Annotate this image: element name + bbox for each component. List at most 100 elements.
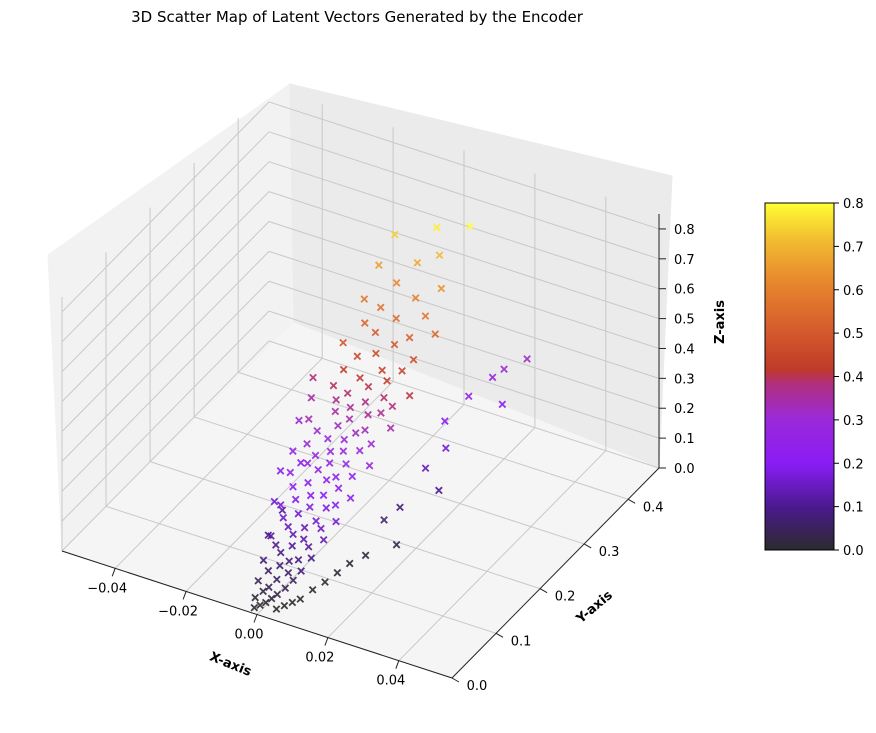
x-tick-label: 0.00 [235, 628, 264, 643]
data-point [322, 476, 331, 484]
data-point [421, 464, 430, 473]
data-points [250, 222, 531, 613]
y-tick-label: 0.4 [643, 500, 664, 515]
data-point [411, 294, 420, 302]
data-point [334, 421, 342, 430]
data-point [295, 416, 303, 425]
data-point [332, 517, 340, 526]
data-point [317, 524, 325, 533]
data-point [314, 465, 323, 474]
data-point [375, 261, 383, 269]
data-point [409, 355, 418, 364]
data-point [272, 541, 280, 549]
data-point [276, 548, 285, 557]
x-tick-label: 0.04 [376, 674, 405, 689]
data-point [250, 603, 259, 612]
data-point [296, 595, 305, 603]
data-point [285, 557, 294, 566]
data-point [390, 340, 399, 349]
colorbar-tick-label: 0.1 [843, 501, 864, 516]
data-point [304, 542, 313, 551]
data-point [324, 434, 332, 443]
data-point [289, 447, 297, 455]
data-point [342, 460, 350, 468]
data-point [392, 279, 401, 287]
x-tick-label: −0.04 [87, 581, 127, 596]
x-tick [111, 568, 116, 577]
data-point [390, 230, 399, 239]
data-point [279, 513, 288, 522]
data-point [280, 601, 289, 610]
data-point [307, 393, 316, 402]
data-point [272, 575, 281, 584]
data-point [442, 444, 450, 452]
grid-line [61, 340, 270, 552]
data-point [441, 417, 449, 425]
data-point [254, 576, 263, 585]
data-point [308, 585, 317, 594]
data-point [307, 554, 316, 562]
grid-line [61, 221, 270, 432]
tick-labels: −0.04 −0.02 0.00 0.02 0.04 0.0 0.1 0.2 0.3 0.4 0.0… [87, 223, 694, 694]
y-tick-label: 0.1 [511, 634, 532, 649]
data-point [435, 251, 444, 260]
data-point [284, 522, 293, 531]
data-point [396, 503, 404, 512]
data-point [322, 504, 331, 512]
data-point [306, 503, 314, 511]
data-point [345, 559, 354, 568]
z-tick-label: 0.4 [674, 342, 695, 357]
data-point [361, 398, 370, 406]
data-point [289, 482, 297, 491]
data-point [432, 223, 441, 232]
data-point [498, 400, 507, 409]
grid-line [61, 251, 270, 462]
colorbar-tick-label: 0.2 [843, 457, 864, 472]
data-point [325, 459, 334, 467]
data-point [259, 556, 268, 565]
data-point [289, 530, 297, 539]
data-point [289, 576, 298, 585]
data-point [380, 516, 388, 524]
data-point [326, 447, 335, 456]
data-point [364, 382, 373, 391]
data-point [321, 578, 329, 586]
x-tick-label: −0.02 [158, 604, 198, 619]
data-point [355, 446, 364, 455]
data-point [361, 551, 370, 560]
z-axis-label: Z-axis [713, 300, 728, 344]
data-point [340, 435, 349, 444]
grid-line [61, 310, 270, 522]
colorbar-tick-label: 0.6 [843, 284, 864, 299]
z-tick-label: 0.3 [674, 372, 695, 387]
data-point [488, 373, 497, 382]
z-tick-label: 0.2 [674, 402, 695, 417]
data-point [331, 501, 340, 509]
grid-line [61, 131, 270, 343]
data-point [346, 403, 355, 412]
chart-title: 3D Scatter Map of Latent Vectors Generat… [131, 8, 584, 26]
data-point [291, 495, 300, 504]
data-point [500, 365, 508, 374]
data-point [265, 583, 273, 592]
data-point [311, 451, 320, 460]
data-point [299, 535, 308, 544]
grid-line [268, 250, 660, 379]
data-point [386, 424, 395, 432]
data-point [278, 506, 287, 515]
x-axis-label: X-axis [207, 650, 253, 680]
grid-line [268, 131, 660, 260]
data-point [392, 314, 401, 323]
grid-line [398, 450, 607, 662]
data-point [284, 568, 293, 577]
colorbar-tick-label: 0.8 [843, 197, 864, 212]
grid-line [268, 101, 660, 230]
colorbar-tick-label: 0.5 [843, 327, 864, 342]
data-point [304, 478, 312, 487]
data-point [376, 303, 385, 312]
data-point [294, 555, 303, 564]
grid-line [185, 381, 394, 592]
z-tick-label: 0.1 [674, 432, 695, 447]
colorbar [764, 202, 835, 551]
y-tick [495, 632, 504, 638]
